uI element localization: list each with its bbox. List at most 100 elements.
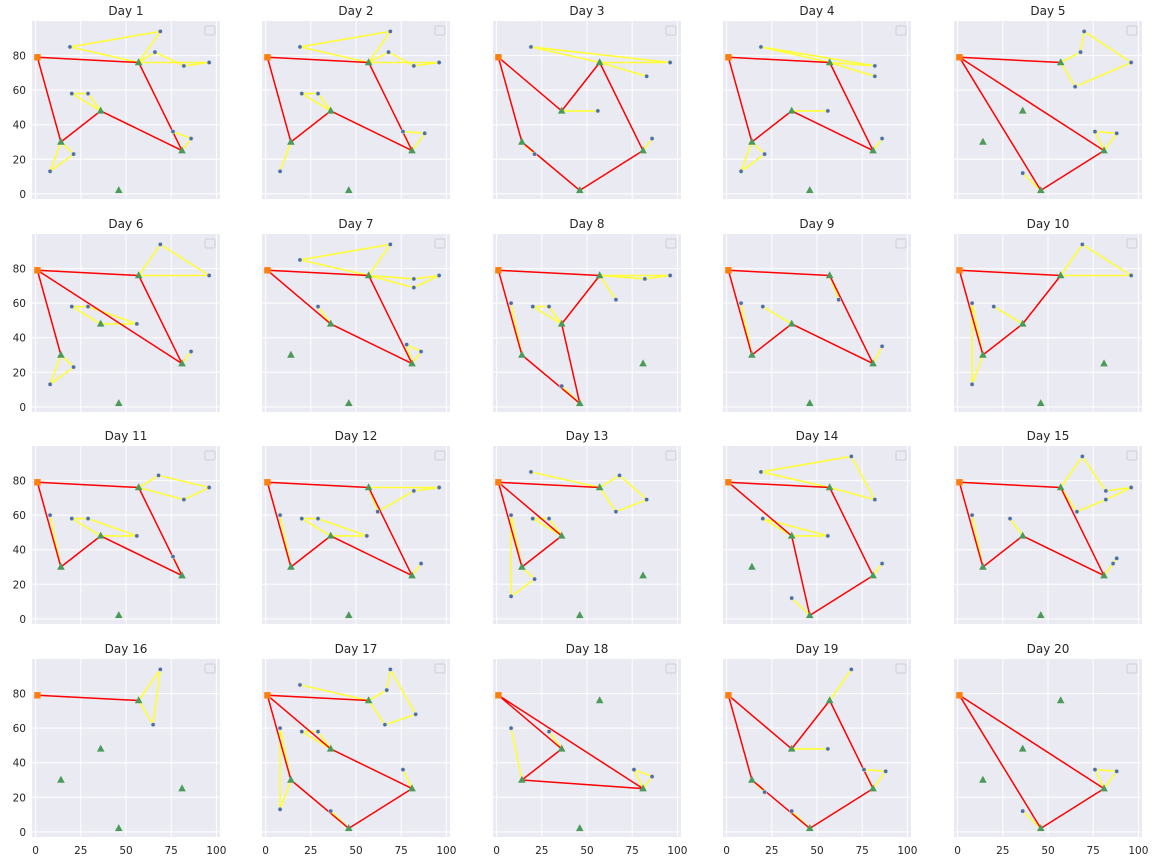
hub-triangle bbox=[1100, 146, 1108, 154]
customer-point bbox=[789, 808, 795, 814]
y-tick-label: 20 bbox=[13, 154, 26, 166]
customer-point bbox=[825, 746, 831, 752]
hub-triangle bbox=[595, 58, 604, 66]
depot-square bbox=[34, 692, 41, 699]
hub-triangle bbox=[1018, 744, 1027, 752]
subplot: Day 19 0 25 50 75 100 bbox=[723, 642, 917, 857]
legend-box bbox=[1126, 238, 1138, 249]
subplot: Day 9 bbox=[723, 217, 911, 412]
x-tick-label: 25 bbox=[535, 845, 548, 857]
customer-point bbox=[631, 767, 637, 773]
customer-point bbox=[85, 91, 91, 96]
depot-square bbox=[495, 692, 502, 699]
subplot: Day 12 bbox=[262, 429, 450, 624]
x-tick-label: 25 bbox=[765, 845, 778, 857]
drone-route-line bbox=[1060, 243, 1132, 277]
drone-route-line bbox=[1094, 768, 1118, 790]
depot-square bbox=[495, 267, 502, 274]
customer-point bbox=[206, 60, 212, 65]
hub-triangle bbox=[134, 271, 143, 279]
truck-route-line bbox=[958, 481, 1105, 577]
hub-triangle bbox=[575, 611, 584, 619]
hub-triangle bbox=[557, 106, 566, 114]
customer-point bbox=[297, 44, 303, 50]
customer-point bbox=[315, 304, 321, 309]
drone-route-line bbox=[1060, 30, 1132, 88]
customer-point bbox=[1110, 561, 1116, 566]
x-tick-label: 75 bbox=[626, 845, 639, 857]
customer-point bbox=[170, 554, 176, 560]
customer-point bbox=[315, 729, 321, 734]
hub-triangle bbox=[805, 186, 814, 194]
customer-point bbox=[436, 60, 442, 65]
hub-triangle bbox=[869, 784, 877, 792]
hub-triangle bbox=[1056, 271, 1065, 279]
customer-point bbox=[364, 533, 370, 539]
hub-triangle bbox=[825, 58, 834, 66]
x-tick-label: 100 bbox=[436, 845, 456, 857]
subplot-title: Day 12 bbox=[335, 429, 378, 443]
customer-point bbox=[530, 516, 536, 521]
y-tick-label: 40 bbox=[13, 120, 26, 132]
customer-point bbox=[1079, 453, 1085, 459]
customer-point bbox=[69, 304, 75, 309]
drone-route-line bbox=[49, 354, 75, 386]
customer-point bbox=[1128, 485, 1134, 490]
subplot-title: Day 18 bbox=[566, 642, 609, 656]
customer-point bbox=[760, 516, 766, 521]
customer-point bbox=[170, 129, 176, 135]
subplot-title: Day 8 bbox=[569, 217, 604, 231]
customer-point bbox=[299, 91, 305, 96]
customer-point bbox=[848, 666, 854, 672]
x-tick-label: 0 bbox=[723, 845, 730, 857]
subplot: Day 6 0 20 40 60 80 bbox=[13, 217, 220, 414]
drone-route-line bbox=[405, 343, 422, 365]
customer-point bbox=[879, 136, 885, 141]
hub-triangle bbox=[96, 106, 105, 114]
hub-triangle bbox=[575, 824, 584, 832]
customer-point bbox=[404, 342, 410, 348]
hub-triangle bbox=[979, 137, 987, 145]
hub-triangle bbox=[869, 146, 877, 154]
hub-triangle bbox=[518, 775, 526, 783]
hub-triangle bbox=[57, 775, 65, 783]
truck-route-line bbox=[36, 56, 183, 152]
truck-route-line bbox=[266, 481, 413, 577]
customer-point bbox=[1007, 516, 1013, 521]
x-tick-label: 75 bbox=[395, 845, 408, 857]
legend-box bbox=[895, 663, 907, 674]
customer-point bbox=[758, 469, 764, 475]
subplot-title: Day 10 bbox=[1027, 217, 1070, 231]
hub-triangle bbox=[364, 58, 373, 66]
customer-point bbox=[181, 497, 187, 502]
truck-route-line bbox=[36, 269, 183, 365]
customer-point bbox=[617, 472, 622, 478]
customer-point bbox=[1114, 768, 1120, 774]
customer-point bbox=[156, 472, 161, 478]
drone-route-line bbox=[71, 92, 102, 112]
customer-point bbox=[297, 257, 303, 263]
subplot-title: Day 1 bbox=[108, 4, 143, 18]
depot-square bbox=[34, 479, 41, 486]
customer-point bbox=[47, 381, 53, 387]
legend-box bbox=[204, 238, 216, 249]
customer-point bbox=[613, 297, 619, 303]
drone-route-line bbox=[633, 768, 653, 790]
hub-triangle bbox=[825, 271, 834, 279]
depot-square bbox=[956, 479, 963, 486]
customer-point bbox=[299, 729, 305, 734]
legend-box bbox=[204, 450, 216, 461]
customer-point bbox=[969, 300, 975, 306]
hub-triangle bbox=[1100, 359, 1108, 367]
hub-triangle bbox=[805, 399, 814, 407]
x-tick-label: 0 bbox=[954, 845, 961, 857]
depot-square bbox=[264, 692, 271, 699]
hub-triangle bbox=[787, 319, 796, 327]
subplot-title: Day 2 bbox=[338, 4, 373, 18]
y-tick-label: 40 bbox=[13, 333, 26, 345]
customer-point bbox=[47, 168, 53, 174]
hub-triangle bbox=[326, 319, 335, 327]
customer-point bbox=[649, 774, 655, 779]
hub-triangle bbox=[408, 359, 416, 367]
customer-point bbox=[418, 349, 424, 354]
